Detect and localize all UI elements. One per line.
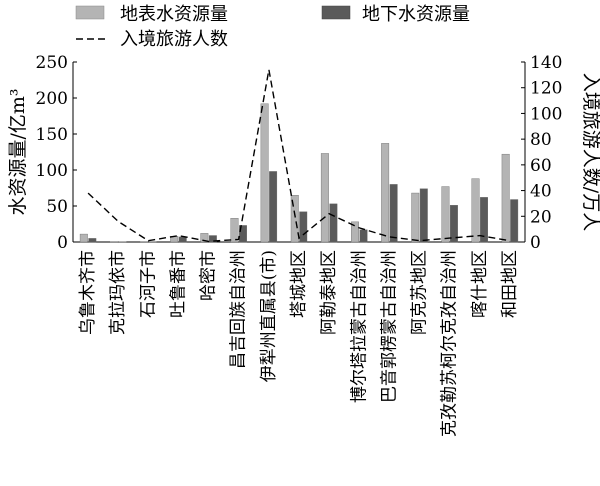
- right-y-tick-label: 20: [530, 207, 552, 227]
- y-axis-label: 水资源量/亿m³: [7, 88, 29, 215]
- axes: [72, 62, 526, 243]
- bar-groundwater: [449, 205, 458, 243]
- left-y-tick-label: 250: [36, 53, 68, 73]
- bar-groundwater: [329, 203, 338, 243]
- x-tick-label: 克拉玛依市: [108, 250, 128, 335]
- x-tick-label: 巴音郭楞蒙古自治州: [379, 250, 399, 403]
- left-y-tick-label: 0: [57, 233, 68, 253]
- bar-groundwater: [208, 235, 217, 243]
- right-y-tick-label: 140: [530, 53, 562, 73]
- bar-surface-water: [290, 194, 299, 243]
- bar-groundwater: [299, 211, 308, 243]
- left-y-tick-label: 200: [36, 89, 68, 109]
- bar-groundwater: [480, 197, 488, 243]
- x-tick-label: 昌吉回族自治州: [229, 250, 249, 369]
- x-tick-label: 吐鲁番市: [168, 250, 188, 318]
- x-tick-label: 和田地区: [500, 250, 520, 318]
- legend-label-surface-water: 地表水资源量: [120, 4, 228, 25]
- line-inbound-tourists: [87, 69, 511, 243]
- right-y-tick-label: 120: [530, 79, 562, 99]
- bars: [79, 103, 519, 243]
- x-tick-label: 乌鲁木齐市: [78, 250, 98, 335]
- left-y-tick-label: 100: [36, 161, 68, 181]
- bar-surface-water: [260, 103, 269, 243]
- bar-surface-water: [351, 221, 359, 243]
- x-tick-label: 阿勒泰地区: [319, 250, 339, 335]
- right-y-tick-label: 80: [530, 130, 552, 150]
- left-y-ticks: 0 50 100 150 200 250: [36, 53, 77, 253]
- left-y-tick-label: 150: [36, 125, 68, 145]
- legend-label-groundwater: 地下水资源量: [362, 4, 470, 25]
- bar-surface-water: [501, 153, 510, 243]
- bar-surface-water: [79, 233, 88, 243]
- left-y-tick-label: 50: [46, 197, 68, 217]
- x-tick-label: 石河子市: [138, 250, 158, 318]
- x-tick-label: 克孜勒苏柯尔克孜自治州: [440, 250, 460, 437]
- right-y-tick-label: 0: [530, 233, 541, 253]
- right-y-tick-label: 100: [530, 104, 562, 124]
- bar-surface-water: [471, 178, 480, 243]
- right-y-ticks: 0 20 40 60 80 100 120 140: [521, 53, 562, 253]
- legend-swatch-surface-water: [75, 5, 105, 20]
- bar-surface-water: [411, 192, 420, 243]
- bar-groundwater: [239, 225, 247, 243]
- bar-groundwater: [359, 229, 368, 243]
- line-layer: [87, 69, 511, 243]
- x-tick-label: 伊犁州直属县(市): [259, 250, 279, 382]
- bar-groundwater: [389, 184, 398, 243]
- bar-groundwater: [178, 236, 187, 243]
- bar-groundwater: [419, 188, 428, 243]
- legend-label-tourists: 入境旅游人数: [120, 29, 228, 50]
- bar-groundwater: [510, 199, 519, 243]
- bar-groundwater: [269, 171, 278, 243]
- right-y-tick-label: 40: [530, 182, 552, 202]
- x-tick-label: 喀什地区: [470, 250, 490, 318]
- x-tick-label: 阿克苏地区: [410, 250, 430, 335]
- bar-surface-water: [200, 233, 209, 243]
- legend-swatch-groundwater: [321, 5, 351, 20]
- x-tick-labels: 乌鲁木齐市 克拉玛依市 石河子市 吐鲁番市 哈密市 昌吉回族自治州 伊犁州直属县(市) 塔城地…: [78, 250, 520, 437]
- bar-groundwater: [88, 238, 97, 243]
- right-y-tick-label: 60: [530, 156, 552, 176]
- bar-surface-water: [441, 186, 450, 243]
- x-tick-label: 博尔塔拉蒙古自治州: [349, 250, 369, 403]
- x-tick-label: 哈密市: [199, 250, 219, 301]
- bar-surface-water: [381, 143, 390, 243]
- y2-axis-label: 入境旅游人数/万人: [580, 73, 600, 231]
- bar-surface-water: [320, 153, 329, 243]
- x-tick-label: 塔城地区: [289, 250, 309, 318]
- bar-surface-water: [230, 218, 239, 243]
